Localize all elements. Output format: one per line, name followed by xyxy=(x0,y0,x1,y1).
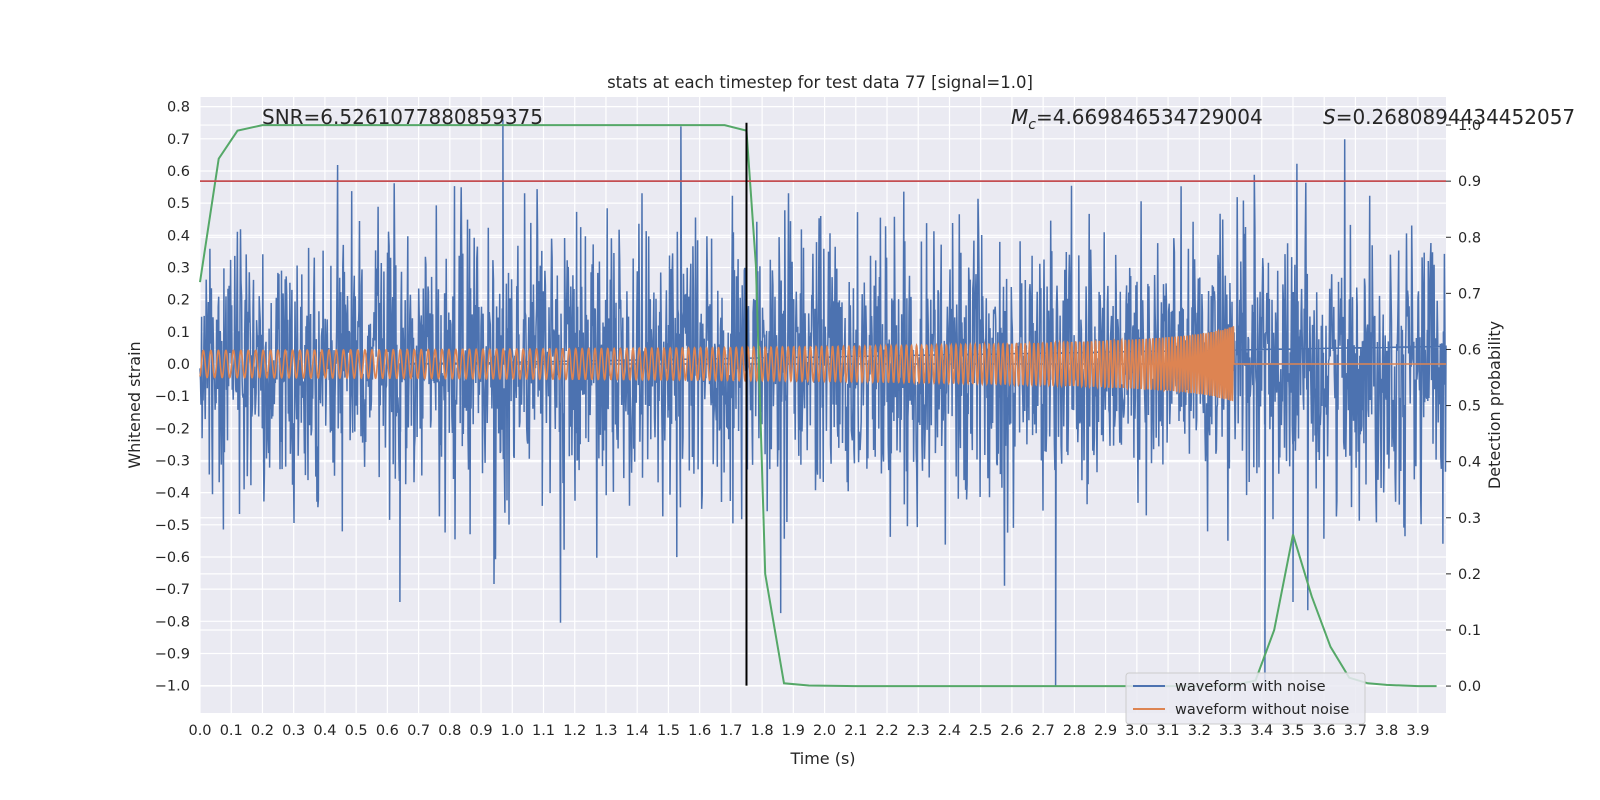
y-axis-left-ticks: 0.8 0.7 0.6 0.5 0.4 0.3 0.2 0.1 0.0 −0.1 −0.2 −0.3 −… xyxy=(155,100,190,695)
x-tick-label: 2.2 xyxy=(875,723,898,739)
y-right-tick-label: 0.8 xyxy=(1458,230,1481,246)
x-axis-label: Time (s) xyxy=(789,749,855,768)
series-waveform-with-noise xyxy=(199,119,1447,686)
y-left-tick-label: −0.3 xyxy=(155,453,190,469)
y-right-tick-label: 0.5 xyxy=(1458,399,1481,415)
x-tick-label: 3.4 xyxy=(1250,723,1273,739)
noisy-waveform-line xyxy=(199,119,1447,686)
y-right-tick-label: 0.2 xyxy=(1458,567,1481,583)
y-left-tick-label: −0.6 xyxy=(155,550,190,566)
y-left-tick-label: −0.1 xyxy=(155,389,190,405)
x-tick-label: 3.8 xyxy=(1375,723,1398,739)
y-left-tick-label: −0.2 xyxy=(155,421,190,437)
x-tick-label: 3.3 xyxy=(1219,723,1242,739)
y-left-tick-label: 0.5 xyxy=(167,196,190,212)
x-tick-label: 1.6 xyxy=(688,723,711,739)
s-symbol: S xyxy=(1323,105,1336,129)
x-axis-ticks: 0.0 0.1 0.2 0.3 0.4 0.5 0.6 0.7 0.8 0.9 1.0 1.1 1.2 1… xyxy=(188,723,1429,739)
x-tick-label: 2.4 xyxy=(938,723,961,739)
y-left-tick-label: −1.0 xyxy=(155,679,190,695)
x-tick-label: 2.1 xyxy=(844,723,867,739)
y-right-tick-label: 1.0 xyxy=(1458,118,1481,134)
mc-symbol: M xyxy=(1011,105,1028,129)
x-tick-label: 1.2 xyxy=(563,723,586,739)
y-left-tick-label: 0.8 xyxy=(167,100,190,116)
y-left-tick-label: 0.1 xyxy=(167,325,190,341)
x-tick-label: 2.8 xyxy=(1063,723,1086,739)
y-right-tick-label: 0.6 xyxy=(1458,342,1481,358)
annotation-snr: SNR=6.5261077880859375 xyxy=(262,105,543,129)
x-tick-label: 3.2 xyxy=(1188,723,1211,739)
clean-waveform-line xyxy=(199,326,1446,402)
x-tick-label: 0.0 xyxy=(188,723,211,739)
legend-box xyxy=(1125,672,1366,725)
x-tick-label: 0.5 xyxy=(345,723,368,739)
chart-title: stats at each timestep for test data 77 … xyxy=(607,73,1033,92)
probability-line xyxy=(199,124,1437,688)
x-tick-label: 0.4 xyxy=(313,723,336,739)
x-tick-label: 3.7 xyxy=(1344,723,1367,739)
x-tick-label: 1.4 xyxy=(626,723,649,739)
x-tick-label: 2.5 xyxy=(969,723,992,739)
legend-label-noisy: waveform with noise xyxy=(1175,679,1326,695)
y-left-tick-label: 0.7 xyxy=(167,132,190,148)
y-axis-right-label: Detection probability xyxy=(1485,321,1504,489)
y-axis-right-ticks: 1.0 0.9 0.8 0.7 0.6 0.5 0.4 0.3 0.2 0.1 0.0 xyxy=(1446,118,1481,695)
y-right-tick-label: 0.1 xyxy=(1458,623,1481,639)
x-tick-label: 2.0 xyxy=(813,723,836,739)
x-tick-label: 2.7 xyxy=(1032,723,1055,739)
y-right-tick-label: 0.9 xyxy=(1458,174,1481,190)
x-tick-label: 1.7 xyxy=(719,723,742,739)
x-tick-label: 1.8 xyxy=(751,723,774,739)
x-tick-label: 0.3 xyxy=(282,723,305,739)
x-tick-label: 0.8 xyxy=(438,723,461,739)
x-tick-label: 2.3 xyxy=(907,723,930,739)
series-waveform-without-noise xyxy=(199,326,1446,402)
x-tick-label: 3.6 xyxy=(1313,723,1336,739)
legend: waveform with noise waveform without noi… xyxy=(1125,672,1366,725)
x-tick-label: 1.5 xyxy=(657,723,680,739)
x-tick-label: 3.1 xyxy=(1157,723,1180,739)
y-right-tick-label: 0.7 xyxy=(1458,286,1481,302)
x-tick-label: 1.0 xyxy=(501,723,524,739)
y-left-tick-label: 0.2 xyxy=(167,293,190,309)
x-tick-label: 0.1 xyxy=(220,723,243,739)
x-tick-label: 1.3 xyxy=(594,723,617,739)
x-tick-label: 0.9 xyxy=(470,723,493,739)
x-tick-label: 3.5 xyxy=(1281,723,1304,739)
y-left-tick-label: −0.7 xyxy=(155,582,190,598)
y-left-tick-label: −0.9 xyxy=(155,646,190,662)
y-left-tick-label: −0.8 xyxy=(155,614,190,630)
s-value: =0.2680894434452057 xyxy=(1336,105,1575,129)
annotation-chirp-mass: Mc=4.669846534729004 xyxy=(1011,105,1263,133)
y-right-tick-label: 0.3 xyxy=(1458,511,1481,527)
y-right-tick-label: 0.0 xyxy=(1458,679,1481,695)
y-left-tick-label: 0.3 xyxy=(167,260,190,276)
x-tick-label: 3.0 xyxy=(1125,723,1148,739)
series-detection-probability xyxy=(199,124,1437,688)
y-right-tick-label: 0.4 xyxy=(1458,455,1481,471)
y-left-tick-label: 0.0 xyxy=(167,357,190,373)
x-tick-label: 0.2 xyxy=(251,723,274,739)
y-axis-left-label: Whitened strain xyxy=(125,341,144,468)
x-tick-label: 0.6 xyxy=(376,723,399,739)
x-tick-label: 1.1 xyxy=(532,723,555,739)
x-tick-label: 3.9 xyxy=(1406,723,1429,739)
y-left-tick-label: 0.4 xyxy=(167,228,190,244)
x-tick-label: 2.9 xyxy=(1094,723,1117,739)
x-tick-label: 0.7 xyxy=(407,723,430,739)
y-left-tick-label: −0.5 xyxy=(155,518,190,534)
legend-label-clean: waveform without noise xyxy=(1175,702,1349,718)
mc-subscript: c xyxy=(1028,117,1036,133)
x-tick-label: 2.6 xyxy=(1000,723,1023,739)
mc-value: =4.669846534729004 xyxy=(1036,105,1263,129)
y-left-tick-label: 0.6 xyxy=(167,164,190,180)
annotation-s: S=0.2680894434452057 xyxy=(1323,105,1575,129)
x-tick-label: 1.9 xyxy=(782,723,805,739)
y-left-tick-label: −0.4 xyxy=(155,486,190,502)
